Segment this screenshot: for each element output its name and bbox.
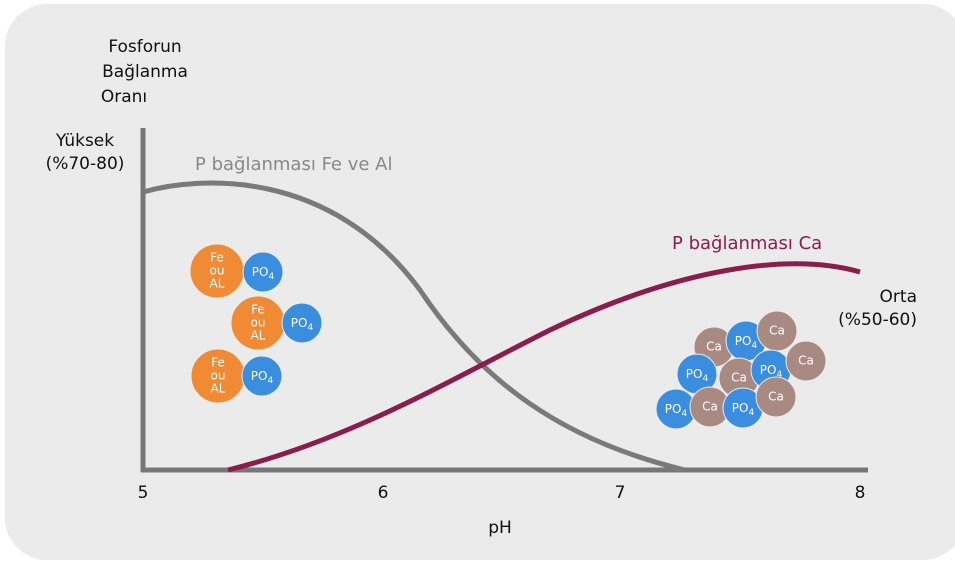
- calcium-label: Ca: [706, 340, 722, 354]
- y-title: Oranı: [101, 87, 147, 107]
- fe-al-text: AL: [251, 329, 266, 343]
- calcium-label: Ca: [798, 354, 814, 368]
- phosphate-sub: 4: [751, 341, 757, 351]
- phosphate-label: PO4: [291, 316, 314, 333]
- fe-al-text: ou: [211, 369, 226, 383]
- calcium-label: Ca: [702, 400, 718, 414]
- x-tick: 7: [615, 483, 626, 503]
- fe-al-text: Fe: [251, 303, 265, 317]
- fe-al-text: ou: [251, 316, 266, 330]
- phosphate-base: PO: [732, 401, 749, 415]
- x-tick: 5: [138, 483, 149, 503]
- fe-al-curve: [142, 180, 686, 473]
- y-medium: (%50-60): [838, 310, 917, 330]
- phosphate-base: PO: [665, 402, 682, 416]
- y-title: Bağlanma: [102, 62, 188, 82]
- fe-al-text: Fe: [210, 251, 224, 265]
- phosphate-sub: 4: [748, 408, 754, 418]
- phosphate-sub: 4: [681, 409, 687, 419]
- phosphate-label: PO4: [686, 367, 709, 384]
- molecule-circle: [241, 355, 283, 397]
- calcium-label: Ca: [731, 371, 747, 385]
- molecule-circle: [755, 376, 797, 418]
- ca-label: P bağlanması Ca: [672, 233, 822, 254]
- y-medium: Orta: [880, 287, 917, 307]
- y-title: Fosforun: [108, 37, 181, 57]
- fe-al-text: ou: [210, 264, 225, 278]
- phosphate-base: PO: [735, 334, 752, 348]
- phosphate-base: PO: [252, 265, 269, 279]
- fe-al-text: Fe: [211, 356, 225, 370]
- phosphate-label: PO4: [735, 334, 758, 351]
- ca-curve: [227, 261, 861, 473]
- molecule-circle: [242, 251, 284, 293]
- phosphate-base: PO: [251, 369, 268, 383]
- phosphate-label: PO4: [732, 401, 755, 418]
- phosphate-sub: 4: [307, 323, 313, 333]
- fe-al-label: P bağlanması Fe ve Al: [195, 154, 393, 175]
- panel: [5, 4, 955, 560]
- phosphate-sub: 4: [268, 272, 274, 282]
- y-high: (%70-80): [46, 154, 125, 174]
- phosphate-base: PO: [760, 363, 777, 377]
- phosphate-base: PO: [686, 367, 703, 381]
- calcium-label: Ca: [769, 324, 785, 338]
- phosphate-label: PO4: [760, 363, 783, 380]
- phosphate-sub: 4: [776, 370, 782, 380]
- phosphate-sub: 4: [702, 374, 708, 384]
- molecule-circle: [281, 302, 323, 344]
- phosphate-base: PO: [291, 316, 308, 330]
- x-title: pH: [488, 518, 512, 538]
- fe-al-text: AL: [210, 277, 225, 291]
- molecule-circle: [785, 340, 827, 382]
- y-high: Yüksek: [55, 131, 114, 151]
- fe-al-text: AL: [211, 382, 226, 396]
- phosphate-sub: 4: [267, 376, 273, 386]
- x-tick: 8: [855, 483, 866, 503]
- x-tick: 6: [378, 483, 389, 503]
- calcium-label: Ca: [768, 390, 784, 404]
- phosphate-label: PO4: [251, 369, 274, 386]
- phosphate-label: PO4: [665, 402, 688, 419]
- phosphate-label: PO4: [252, 265, 275, 282]
